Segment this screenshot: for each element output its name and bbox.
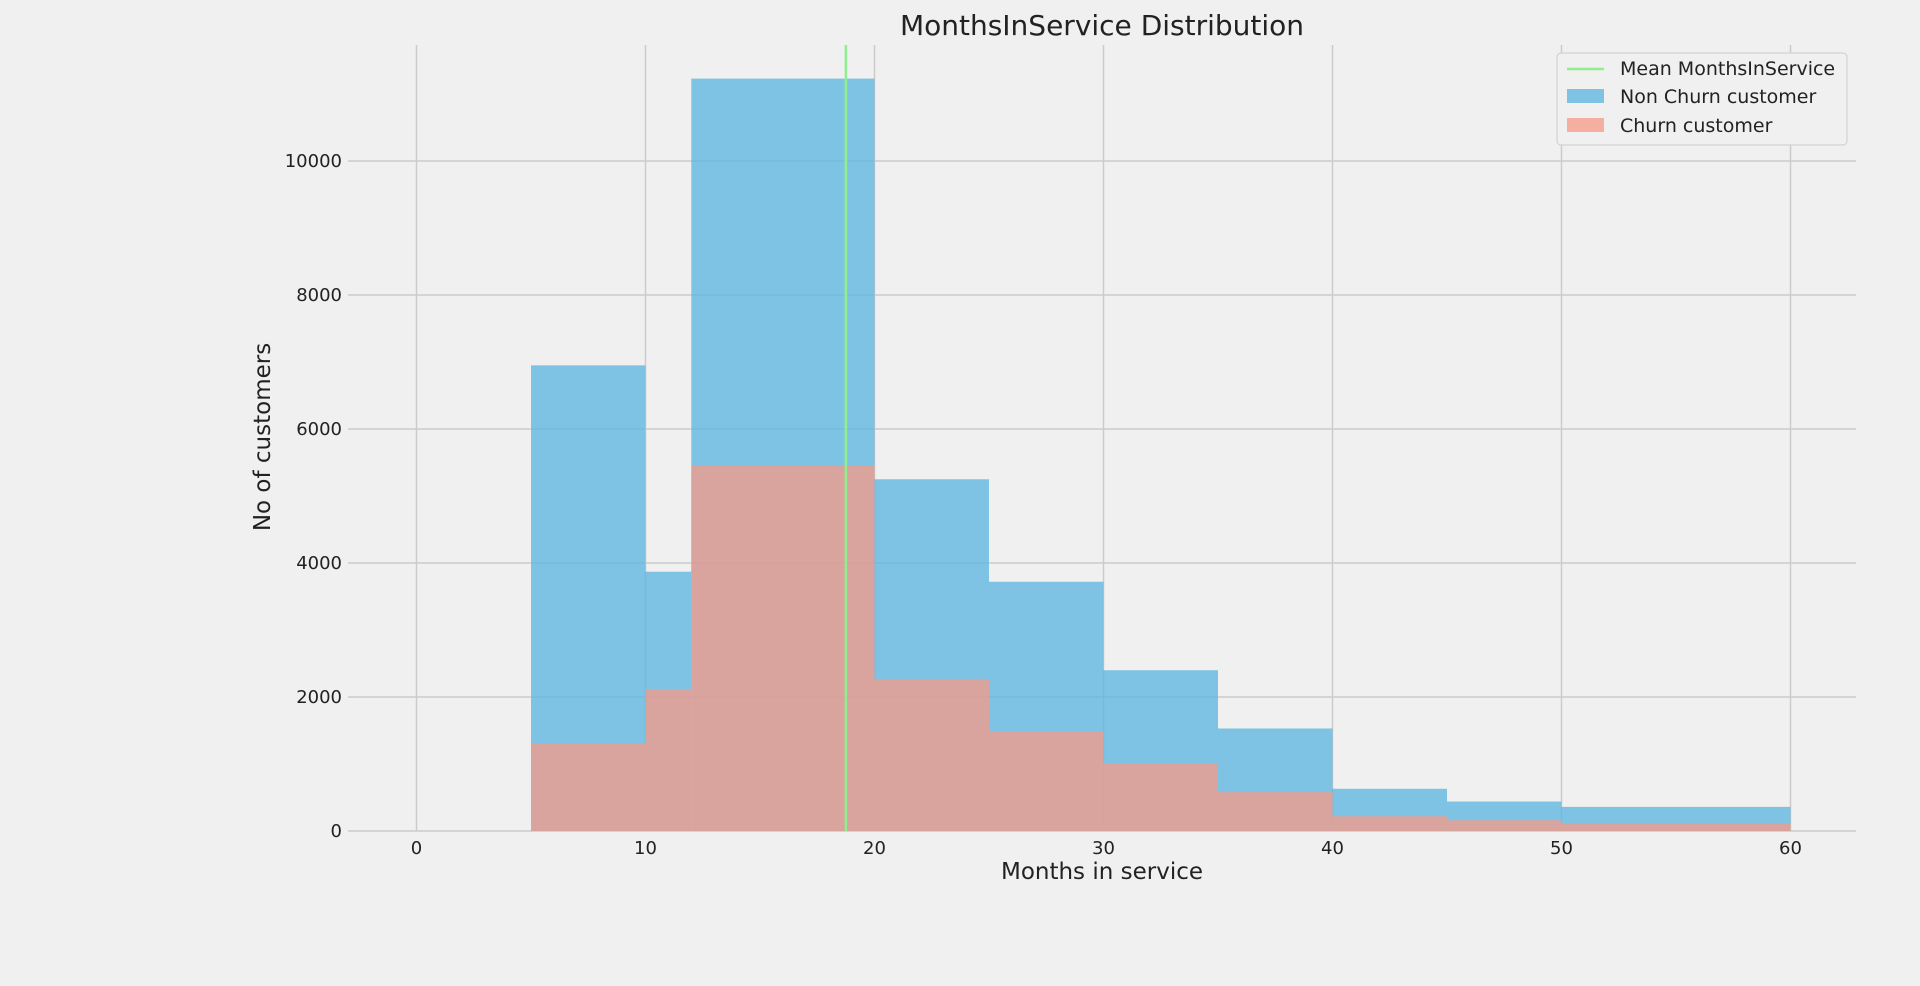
churn-bar [1447,820,1562,831]
churn-bar [691,465,875,831]
tick-labels: 0 10 20 30 40 50 60 0 2000 4000 6000 8000 10000 [285,151,1802,859]
x-tick-label: 50 [1550,838,1573,859]
churn-bar [1332,816,1447,831]
x-tick-label: 10 [634,838,657,859]
bars [531,78,1791,832]
chart-title: MonthsInService Distribution [900,9,1304,42]
x-axis-label: Months in service [1001,859,1203,885]
legend-churn-label: Churn customer [1620,115,1773,137]
y-tick-label: 2000 [296,687,342,708]
legend: Mean MonthsInService Non Churn customer … [1556,52,1848,146]
y-axis-label: No of customers [250,343,276,531]
churn-bar [645,688,692,831]
y-tick-label: 4000 [296,553,342,574]
legend-box [1556,52,1848,146]
churn-bar [1218,792,1333,831]
x-tick-label: 30 [1092,838,1115,859]
y-tick-label: 8000 [296,285,342,306]
x-tick-label: 20 [863,838,886,859]
y-tick-label: 10000 [285,151,342,172]
legend-nonchurn-swatch [1567,89,1604,103]
x-tick-label: 40 [1321,838,1344,859]
churn-bar [531,743,646,831]
y-tick-label: 6000 [296,419,342,440]
churn-bar [874,678,989,831]
x-tick-label: 0 [411,838,422,859]
y-tick-label: 0 [331,821,342,842]
legend-mean-label: Mean MonthsInService [1620,58,1835,80]
churn-bar [989,731,1104,831]
legend-churn-swatch [1567,118,1604,132]
x-tick-label: 60 [1779,838,1802,859]
churn-bar [1103,764,1218,831]
churn-bar [1561,822,1791,831]
legend-nonchurn-label: Non Churn customer [1620,86,1816,108]
